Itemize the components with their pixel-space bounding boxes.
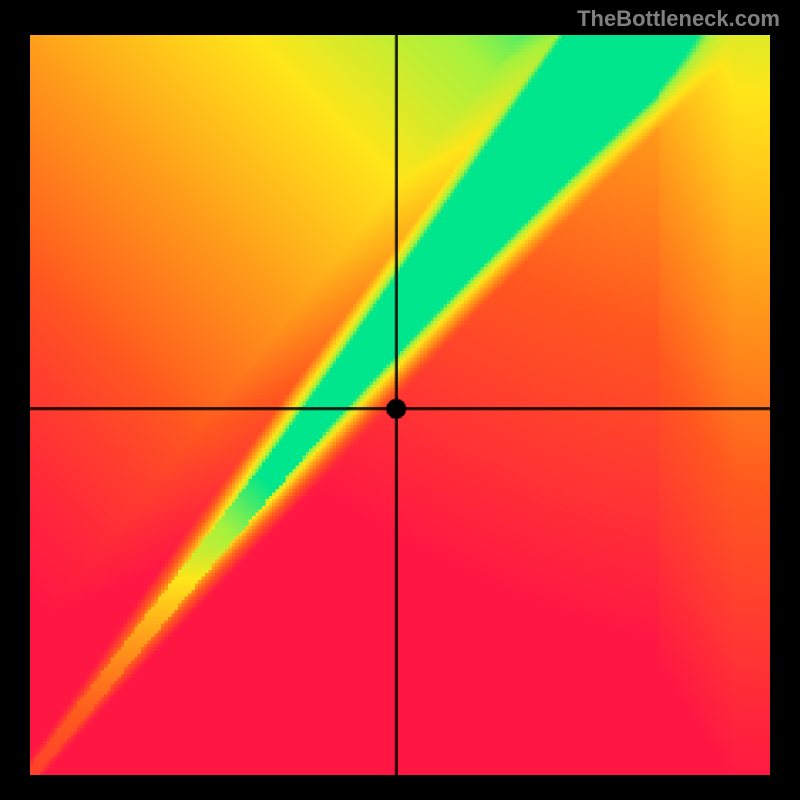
chart-frame: TheBottleneck.com <box>0 0 800 800</box>
watermark-text: TheBottleneck.com <box>577 6 780 32</box>
heatmap-canvas <box>30 35 770 775</box>
heatmap-plot <box>30 35 770 775</box>
